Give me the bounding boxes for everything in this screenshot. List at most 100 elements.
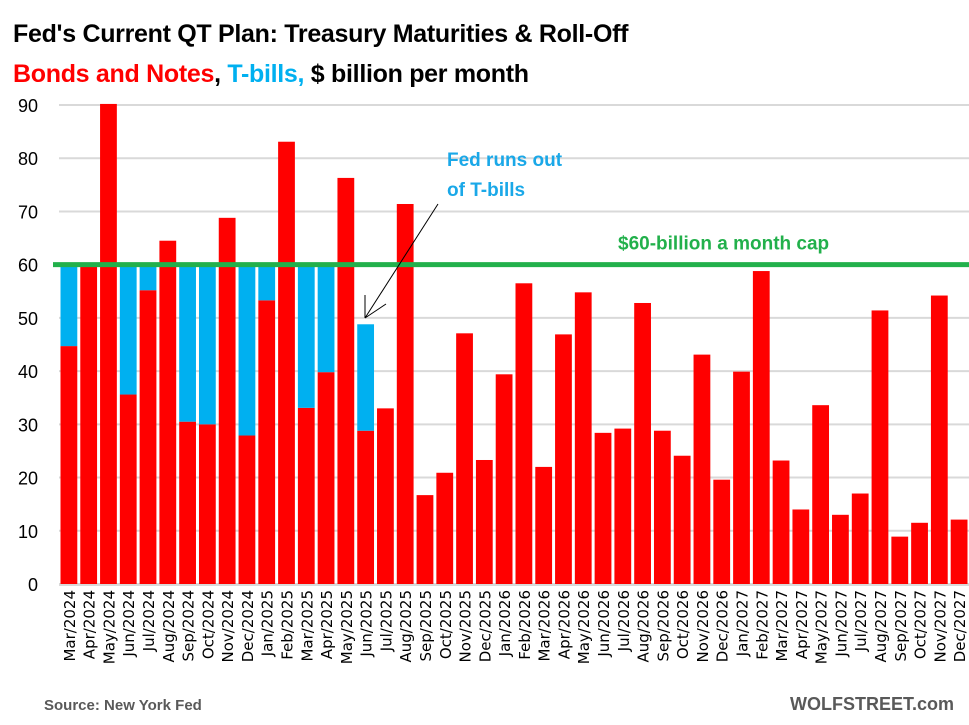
legend-tbills: T-bills, <box>227 60 305 88</box>
x-tick-label: Jun/2026 <box>595 590 613 658</box>
x-tick-label: Aug/2027 <box>872 590 890 663</box>
x-tick-label: Aug/2024 <box>160 590 178 663</box>
bar-bonds-notes <box>812 405 830 584</box>
x-tick-label: Jul/2024 <box>140 590 158 652</box>
x-tick-label: Dec/2024 <box>239 590 257 662</box>
bar-bonds-notes <box>238 435 256 584</box>
x-tick-label: Feb/2027 <box>753 590 771 660</box>
x-tick-label: Mar/2026 <box>536 590 554 662</box>
bar-bonds-notes <box>574 292 592 584</box>
bar-tbills <box>258 264 276 301</box>
x-tick-label: May/2024 <box>100 590 118 664</box>
annotation-arrow <box>364 203 439 319</box>
x-tick-label: Oct/2026 <box>674 590 692 659</box>
bar-bonds-notes <box>871 310 889 584</box>
bar-tbills <box>238 264 256 436</box>
x-tick-label: Nov/2024 <box>219 590 237 663</box>
bar-bonds-notes <box>100 103 117 585</box>
legend-bonds-notes: Bonds and Notes <box>13 60 215 88</box>
bar-bonds-notes <box>614 428 632 584</box>
bar-bonds-notes <box>594 432 612 584</box>
bar-bonds-notes <box>218 217 236 584</box>
x-tick-label: Nov/2025 <box>457 590 475 663</box>
bar-bonds-notes <box>832 514 849 584</box>
x-tick-label: Jan/2025 <box>259 590 277 657</box>
x-tick-label: Apr/2025 <box>318 590 336 659</box>
x-tick-label: Apr/2026 <box>555 590 573 659</box>
x-tick-label: Jan/2027 <box>734 590 752 657</box>
bar-tbills <box>60 264 78 347</box>
bars <box>59 103 969 586</box>
x-tick-label: Oct/2024 <box>199 590 217 659</box>
bar-bonds-notes <box>357 430 375 584</box>
y-tick-label: 10 <box>18 522 38 542</box>
bar-bonds-notes <box>317 372 335 584</box>
x-tick-label: Jul/2025 <box>377 590 395 652</box>
x-tick-label: Oct/2027 <box>912 590 930 659</box>
bar-tbills <box>179 264 196 422</box>
bar-bonds-notes <box>258 300 276 584</box>
x-tick-label: Mar/2025 <box>298 590 316 662</box>
units-label: $ billion per month <box>304 60 529 88</box>
legend-separator: , <box>214 60 228 88</box>
x-tick-label: May/2025 <box>338 590 356 664</box>
bar-bonds-notes <box>495 374 513 584</box>
bar-bonds-notes <box>80 264 98 584</box>
y-tick-label: 0 <box>28 575 38 595</box>
bar-bonds-notes <box>772 460 790 584</box>
x-tick-label: May/2026 <box>575 590 593 664</box>
bar-bonds-notes <box>891 536 909 584</box>
bar-bonds-notes <box>555 334 572 584</box>
y-tick-label: 50 <box>18 309 38 329</box>
bar-bonds-notes <box>278 141 295 584</box>
x-tick-label: Dec/2027 <box>951 590 969 662</box>
x-tick-label: Aug/2025 <box>397 590 415 663</box>
x-tick-label: Apr/2024 <box>81 590 99 659</box>
annotation-tbills: Fed runs out of T-bills <box>364 150 563 319</box>
bar-bonds-notes <box>396 203 414 584</box>
bar-bonds-notes <box>792 509 810 584</box>
x-tick-label: Nov/2026 <box>694 590 712 663</box>
bar-bonds-notes <box>653 430 671 584</box>
bar-bonds-notes <box>119 394 137 584</box>
bar-bonds-notes <box>733 371 750 584</box>
bar-bonds-notes <box>198 424 216 584</box>
bar-bonds-notes <box>456 333 473 584</box>
x-tick-label: Nov/2027 <box>931 590 949 663</box>
x-tick-label: Feb/2026 <box>516 590 534 660</box>
bar-bonds-notes <box>752 271 770 584</box>
bar-tbills <box>119 264 137 395</box>
bar-bonds-notes <box>297 407 315 584</box>
bar-bonds-notes <box>416 495 434 584</box>
x-tick-label: Dec/2026 <box>714 590 732 662</box>
bar-bonds-notes <box>851 493 869 584</box>
bar-bonds-notes <box>693 354 711 584</box>
y-tick-label: 60 <box>18 256 38 276</box>
x-tick-label: Jan/2026 <box>496 590 514 657</box>
bar-bonds-notes <box>950 519 968 584</box>
source-note: Source: New York Fed <box>44 697 202 714</box>
x-tick-label: Sep/2025 <box>417 590 435 662</box>
brand-watermark: WOLFSTREET.com <box>789 694 954 714</box>
chart-title: Fed's Current QT Plan: Treasury Maturiti… <box>13 20 629 48</box>
bar-bonds-notes <box>337 177 355 585</box>
bar-bonds-notes <box>139 290 157 584</box>
bar-bonds-notes <box>60 346 78 584</box>
bar-bonds-notes <box>535 466 553 584</box>
bar-bonds-notes <box>515 283 533 584</box>
bar-bonds-notes <box>179 421 196 584</box>
x-tick-label: Jun/2025 <box>358 590 376 658</box>
x-tick-label: Sep/2024 <box>180 590 198 662</box>
x-tick-label: Apr/2027 <box>793 590 811 659</box>
x-tick-label: Jun/2024 <box>120 590 138 658</box>
bar-bonds-notes <box>436 472 454 584</box>
bar-tbills <box>198 264 216 425</box>
x-tick-label: Aug/2026 <box>635 590 653 663</box>
y-tick-label: 20 <box>18 469 38 489</box>
bar-tbills <box>139 264 157 291</box>
x-tick-label: Sep/2027 <box>892 590 910 662</box>
bar-bonds-notes <box>911 522 928 584</box>
bar-tbills <box>317 264 335 373</box>
x-tick-label: Sep/2026 <box>654 590 672 662</box>
